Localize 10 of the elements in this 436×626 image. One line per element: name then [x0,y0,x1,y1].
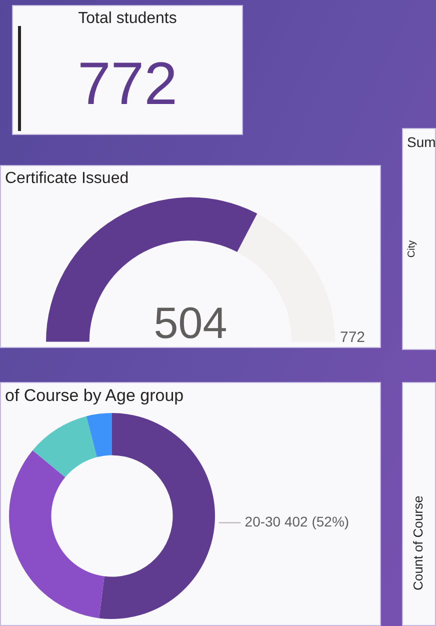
text: 772 [340,328,366,346]
slice-label: 20-30 402 (52%) [244,514,350,530]
text: Count of Course [410,496,426,590]
data-label: 504 [154,298,228,348]
data-label: 772 [76,50,179,117]
text: Sum [407,133,436,152]
chart-title: of Course by Age group [5,386,184,406]
chart-title: Certificate Issued [5,169,129,189]
text: Total students [77,9,178,29]
text: City [406,240,418,258]
